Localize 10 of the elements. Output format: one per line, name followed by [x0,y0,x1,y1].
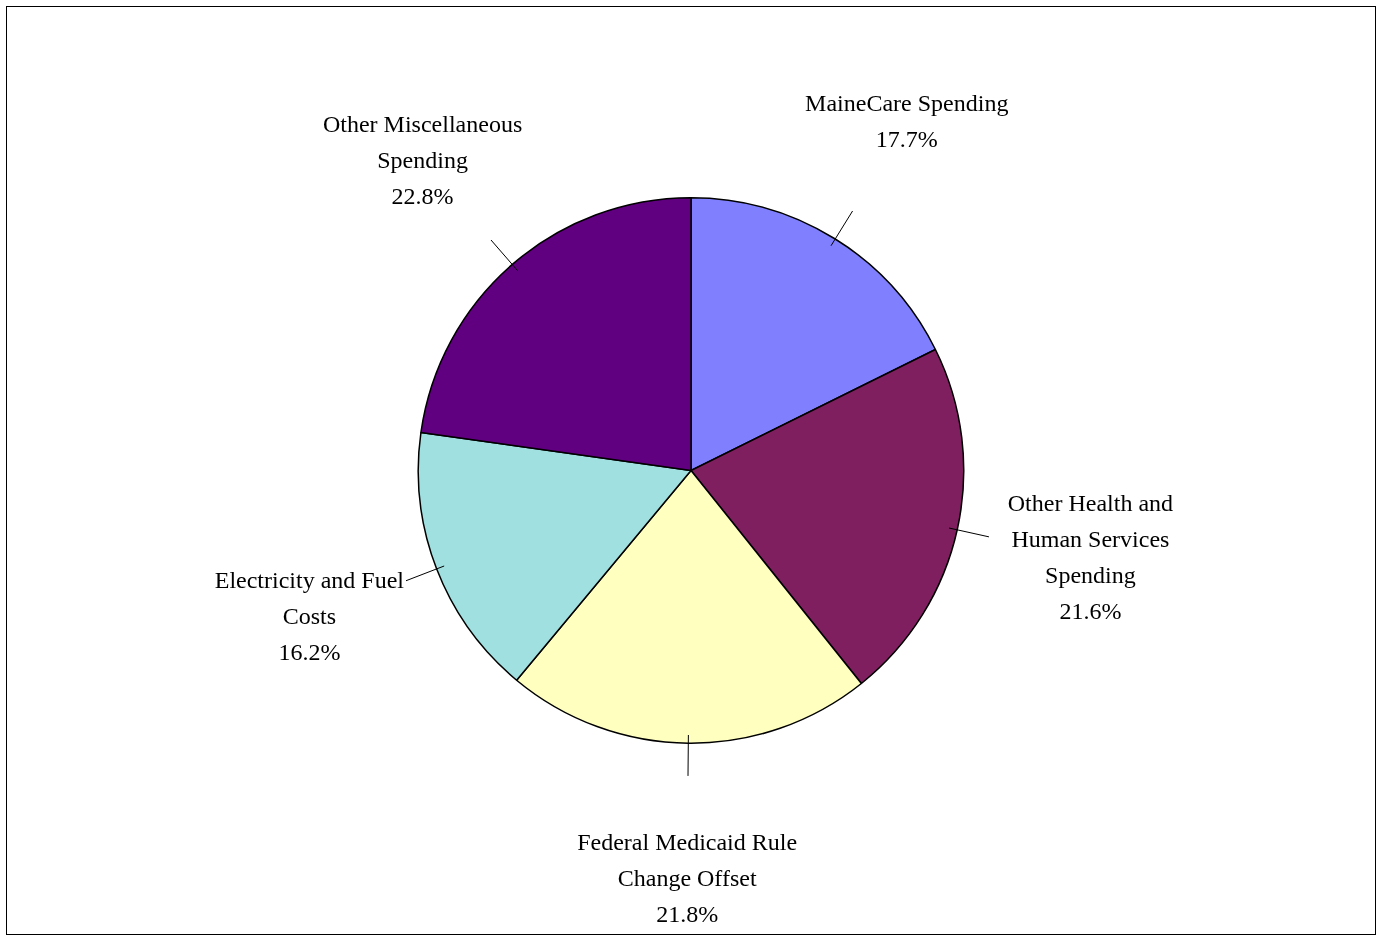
slice-label: Electricity and Fuel Costs [214,567,405,630]
slice-label: Federal Medicaid Rule Change Offset [577,828,798,891]
data-label: 22.8% [391,183,454,210]
data-label: 17.7% [875,126,938,153]
data-label: 21.6% [1059,598,1122,625]
slice-label: MaineCare Spending [805,90,1009,117]
slice-label: Other Miscellaneous Spending [322,111,523,174]
data-label: 21.8% [656,900,719,927]
slice-label: Other Health and Human Services Spending [1007,490,1174,589]
data-label: 16.2% [278,639,341,666]
